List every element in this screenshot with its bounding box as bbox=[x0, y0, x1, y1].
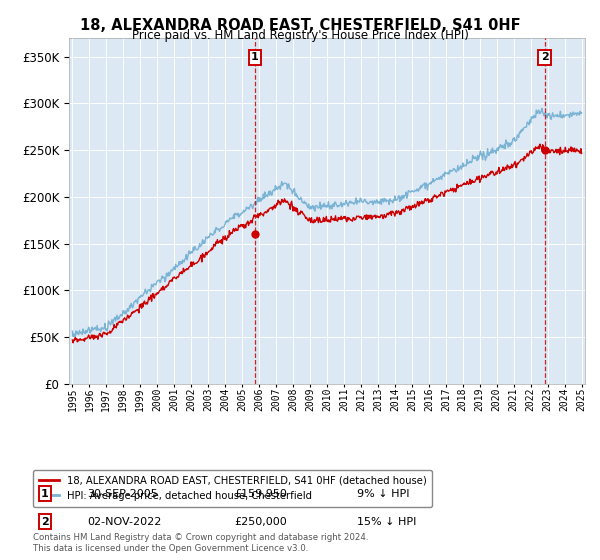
Text: £250,000: £250,000 bbox=[234, 517, 287, 527]
Text: 1: 1 bbox=[251, 52, 259, 62]
Text: 2: 2 bbox=[541, 52, 548, 62]
Text: 02-NOV-2022: 02-NOV-2022 bbox=[87, 517, 161, 527]
Text: Contains HM Land Registry data © Crown copyright and database right 2024.
This d: Contains HM Land Registry data © Crown c… bbox=[33, 533, 368, 553]
Legend: 18, ALEXANDRA ROAD EAST, CHESTERFIELD, S41 0HF (detached house), HPI: Average pr: 18, ALEXANDRA ROAD EAST, CHESTERFIELD, S… bbox=[33, 470, 433, 507]
Text: 1: 1 bbox=[41, 489, 49, 499]
Text: 30-SEP-2005: 30-SEP-2005 bbox=[87, 489, 158, 499]
Text: 2: 2 bbox=[41, 517, 49, 527]
Text: Price paid vs. HM Land Registry's House Price Index (HPI): Price paid vs. HM Land Registry's House … bbox=[131, 29, 469, 42]
Text: 15% ↓ HPI: 15% ↓ HPI bbox=[357, 517, 416, 527]
Text: 18, ALEXANDRA ROAD EAST, CHESTERFIELD, S41 0HF: 18, ALEXANDRA ROAD EAST, CHESTERFIELD, S… bbox=[80, 18, 520, 33]
Text: 9% ↓ HPI: 9% ↓ HPI bbox=[357, 489, 409, 499]
Text: £159,950: £159,950 bbox=[234, 489, 287, 499]
